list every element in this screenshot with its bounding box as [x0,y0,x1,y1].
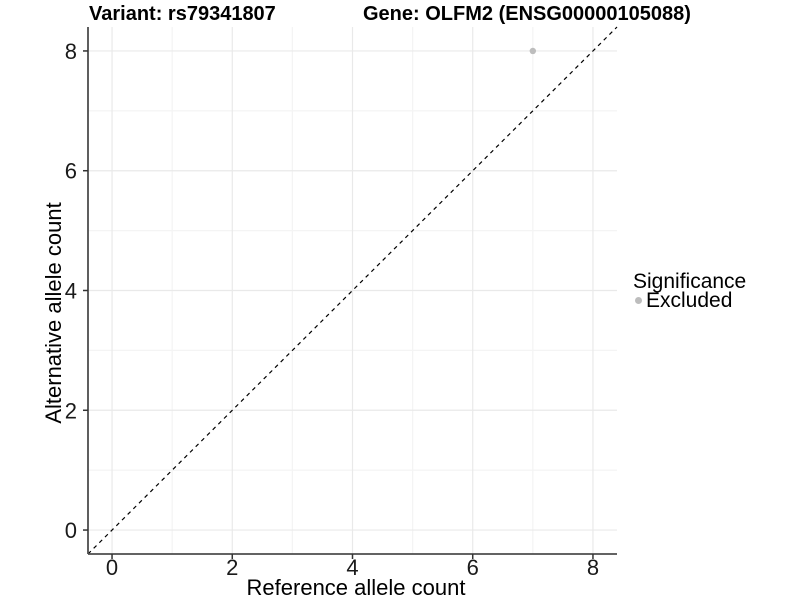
gene-title: Gene: OLFM2 (ENSG00000105088) [363,3,691,25]
y-tick-label: 2 [65,398,77,423]
legend-item-label: Excluded [646,289,733,312]
y-tick-label: 0 [65,518,77,543]
x-tick-label: 8 [587,555,599,580]
x-tick-label: 6 [467,555,479,580]
x-tick-label: 2 [226,555,238,580]
x-tick-label: 0 [106,555,118,580]
legend-item-excluded: Excluded [635,290,732,311]
plot-panel: 0 2 4 6 8 0 2 4 6 8 [65,26,618,580]
y-axis-title: Alternative allele count [41,202,66,423]
x-tick-label: 4 [346,555,358,580]
y-tick-label: 4 [65,279,77,304]
x-axis-title: Reference allele count [247,575,466,600]
excluded-point-icon [635,297,642,304]
y-tick-label: 8 [65,39,77,64]
variant-title: Variant: rs79341807 [89,3,276,25]
y-tick-label: 6 [65,159,77,184]
data-point-excluded [529,47,537,55]
legend: Significance Excluded [630,271,795,316]
legend-title: Significance [633,270,747,293]
